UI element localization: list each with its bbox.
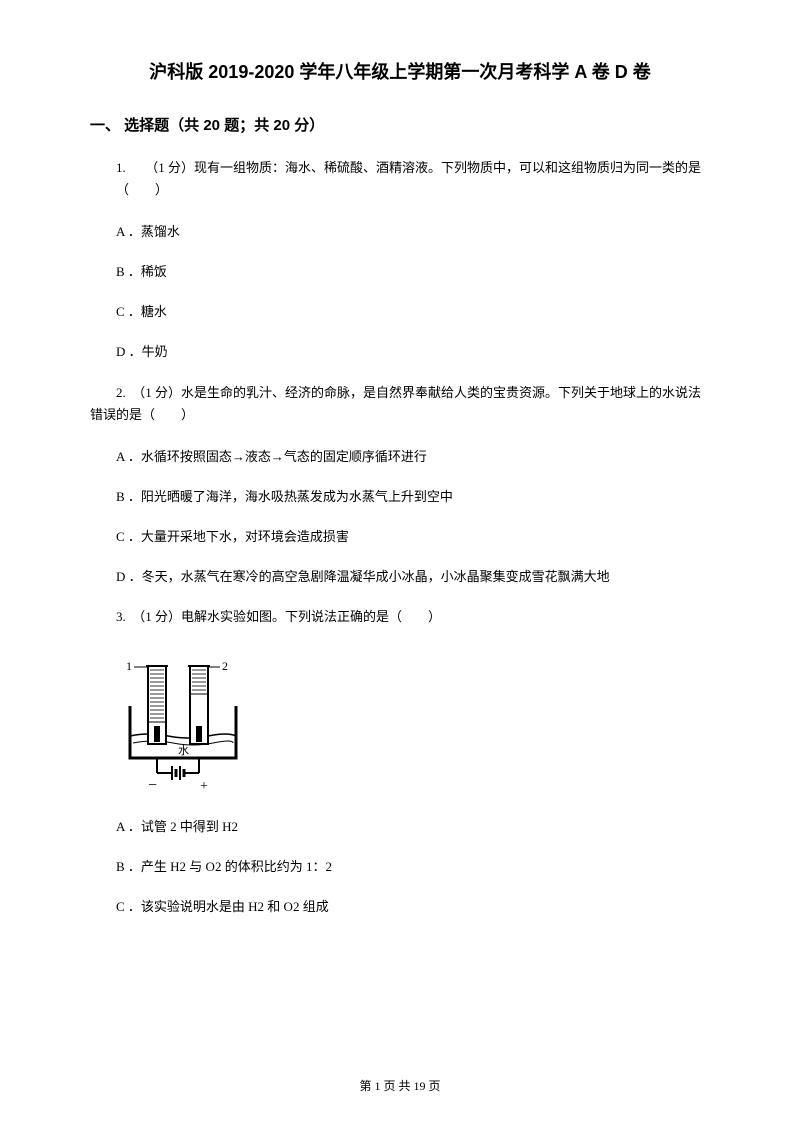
q2-option-d: D ．冬天，水蒸气在寒冷的高空急剧降温凝华成小冰晶，小冰晶聚集变成雪花飘满大地	[90, 566, 710, 588]
q1-option-b: B ．稀饭	[90, 261, 710, 283]
page-footer: 第 1 页 共 19 页	[0, 1077, 800, 1094]
water-label: 水	[178, 744, 189, 757]
minus-sign: −	[148, 777, 157, 794]
page-title: 沪科版 2019-2020 学年八年级上学期第一次月考科学 A 卷 D 卷	[90, 58, 710, 84]
q3-option-a: A ．试管 2 中得到 H2	[90, 816, 710, 838]
q1-option-a: A ．蒸馏水	[90, 221, 710, 243]
plus-sign: +	[200, 779, 208, 794]
q1-stem: 1. （1 分）现有一组物质：海水、稀硫酸、酒精溶液。下列物质中，可以和这组物质…	[116, 157, 710, 201]
q2-option-a: A ．水循环按照固态→液态→气态的固定顺序循环进行	[90, 446, 710, 468]
q3-option-c: C ．该实验说明水是由 H2 和 O2 组成	[90, 896, 710, 918]
section-heading: 一、 选择题（共 20 题；共 20 分）	[90, 114, 710, 135]
q2-stem: 2. （1 分）水是生命的乳汁、经济的命脉，是自然界奉献给人类的宝贵资源。下列关…	[90, 382, 710, 426]
q2-option-b: B ．阳光晒暖了海洋，海水吸热蒸发成为水蒸气上升到空中	[90, 486, 710, 508]
q3-option-b: B ．产生 H2 与 O2 的体积比约为 1：2	[90, 856, 710, 878]
label-2: 2	[222, 659, 228, 673]
q3-stem: 3. （1 分）电解水实验如图。下列说法正确的是（ ）	[90, 606, 710, 628]
q2-option-c: C ．大量开采地下水，对环境会造成损害	[90, 526, 710, 548]
electrolysis-diagram: 水	[118, 648, 710, 798]
label-1: 1	[126, 659, 132, 673]
q1-option-d: D ．牛奶	[90, 341, 710, 363]
q1-option-c: C ．糖水	[90, 301, 710, 323]
